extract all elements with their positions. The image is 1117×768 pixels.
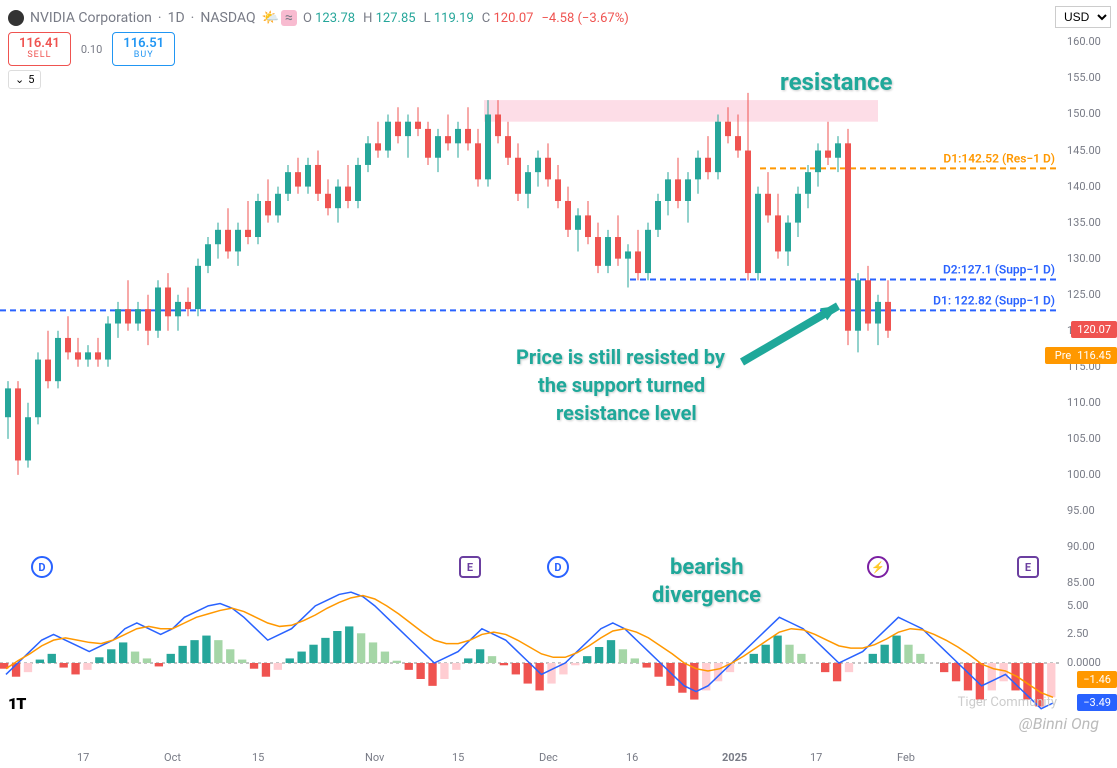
time-axis[interactable]: 17Oct15Nov15Dec16202517Feb [0,743,1059,768]
symbol-name[interactable]: NVIDIA Corporation [30,10,152,26]
currency-select[interactable]: USD [1055,6,1111,28]
exchange-label: NASDAQ [200,10,255,26]
indicator-svg [0,583,1059,743]
macd-indicator[interactable] [0,583,1059,743]
svg-text:⚡: ⚡ [871,561,885,574]
svg-text:D1:142.52 (Res−1 D): D1:142.52 (Res−1 D) [943,151,1055,165]
price-y-axis[interactable]: 160.00155.00150.00145.00140.00135.00130.… [1059,28,1117,583]
separator: · [191,10,195,26]
price-chart[interactable]: D1:142.52 (Res−1 D) D2:127.1 (Supp−1 D) D1… [0,28,1059,583]
watermark-community: Tiger Community [958,695,1057,710]
svg-text:D2:127.1 (Supp−1 D): D2:127.1 (Supp−1 D) [943,263,1055,277]
svg-text:D: D [554,561,561,574]
market-status-icon: 🌤️ ≈ [262,10,297,26]
svg-text:E: E [467,561,473,574]
tradingview-logo-icon: 1T [8,694,25,713]
separator: · [158,10,162,26]
stock-logo-icon [8,10,24,26]
interval-label[interactable]: 1D [168,10,185,26]
svg-text:E: E [1025,561,1031,574]
svg-text:D1: 122.82 (Supp−1 D): D1: 122.82 (Supp−1 D) [933,293,1055,307]
price-chart-svg: D1:142.52 (Res−1 D) D2:127.1 (Supp−1 D) D1… [0,28,1059,583]
watermark-author: @Binni Ong [1019,714,1099,733]
ohlc-values: O 123.78 H 127.85 L 119.19 C 120.07 −4.5… [303,11,629,26]
svg-text:D: D [38,561,45,574]
